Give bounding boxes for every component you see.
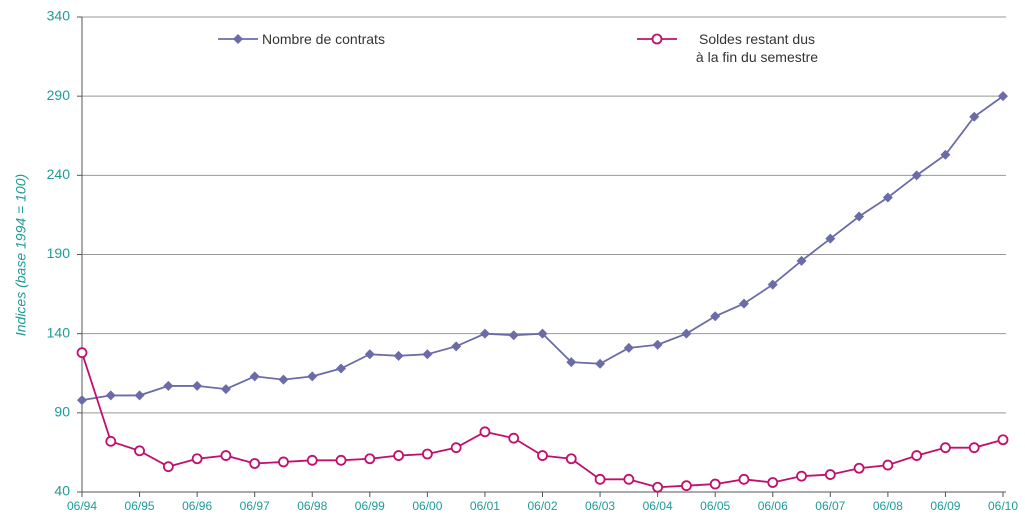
legend-label: Nombre de contrats — [262, 31, 385, 47]
point-marker — [537, 450, 548, 461]
x-tick-label: 06/96 — [182, 499, 212, 513]
point-marker — [710, 311, 721, 322]
point-marker — [220, 450, 232, 461]
point-marker — [76, 347, 88, 359]
x-tick-label: 06/03 — [585, 499, 615, 513]
point-marker — [940, 149, 951, 160]
x-tick-label: 06/99 — [355, 499, 385, 513]
point-marker — [796, 255, 807, 266]
point-marker — [738, 298, 749, 309]
point-marker — [450, 442, 462, 454]
series-line — [81, 352, 1004, 489]
point-marker — [882, 459, 894, 471]
point-marker — [422, 349, 433, 360]
point-marker — [393, 450, 404, 461]
point-marker — [393, 350, 404, 361]
point-marker — [997, 434, 1009, 446]
point-marker — [479, 328, 490, 339]
point-marker — [652, 339, 663, 350]
x-tick-label: 06/08 — [873, 499, 903, 513]
x-tick-label: 06/95 — [125, 499, 155, 513]
x-tick-label: 06/00 — [412, 499, 442, 513]
point-marker — [191, 453, 203, 465]
point-marker — [854, 211, 865, 222]
point-marker — [249, 371, 260, 382]
point-marker — [681, 328, 692, 339]
point-marker — [192, 380, 203, 391]
point-marker — [336, 363, 347, 374]
x-tick-label: 06/07 — [815, 499, 845, 513]
point-marker — [738, 473, 750, 485]
point-marker — [249, 458, 261, 469]
point-marker — [623, 473, 635, 485]
y-tick-label: 90 — [54, 404, 70, 420]
x-tick-label: 06/04 — [643, 499, 673, 513]
point-marker — [364, 453, 376, 465]
x-tick-label: 06/01 — [470, 499, 500, 513]
point-marker — [566, 357, 577, 368]
point-marker — [796, 470, 807, 482]
point-marker — [451, 341, 462, 352]
point-marker — [652, 481, 664, 493]
point-marker — [940, 442, 951, 454]
point-marker — [911, 170, 922, 181]
point-marker — [77, 395, 87, 406]
y-tick-label: 340 — [47, 8, 71, 24]
point-marker — [278, 374, 289, 385]
point-marker — [307, 371, 318, 382]
point-marker — [969, 111, 980, 122]
point-marker — [364, 349, 375, 360]
point-marker — [998, 91, 1008, 102]
point-marker — [508, 432, 520, 444]
point-marker — [335, 454, 347, 466]
legend-marker — [651, 33, 663, 45]
point-marker — [479, 426, 491, 438]
point-marker — [508, 330, 519, 341]
x-tick-label: 06/06 — [758, 499, 788, 513]
x-tick-label: 06/09 — [930, 499, 960, 513]
point-marker — [163, 380, 174, 391]
point-marker — [853, 462, 865, 474]
y-axis-label: Indices (base 1994 = 100) — [13, 174, 29, 336]
point-marker — [278, 456, 289, 468]
point-marker — [537, 328, 548, 339]
y-tick-label: 40 — [54, 483, 70, 499]
point-marker — [767, 279, 778, 290]
point-marker — [421, 448, 433, 460]
point-marker — [882, 192, 893, 203]
point-marker — [134, 445, 145, 457]
x-tick-label: 06/97 — [240, 499, 270, 513]
point-marker — [767, 477, 779, 488]
point-marker — [105, 435, 117, 447]
y-tick-label: 140 — [47, 324, 71, 340]
point-marker — [681, 480, 692, 492]
legend-marker — [233, 34, 243, 44]
y-tick-label: 290 — [47, 87, 71, 103]
point-marker — [825, 233, 836, 244]
x-tick-label: 06/02 — [527, 499, 557, 513]
y-tick-label: 240 — [47, 166, 71, 182]
point-marker — [911, 450, 923, 461]
point-marker — [565, 453, 577, 465]
x-tick-label: 06/05 — [700, 499, 730, 513]
point-marker — [220, 384, 231, 395]
x-tick-label: 06/10 — [988, 499, 1018, 513]
point-marker — [162, 461, 174, 473]
legend-label: Soldes restant dus à la fin du semestre — [695, 31, 819, 65]
point-marker — [134, 390, 145, 401]
series-line — [81, 95, 1004, 402]
x-tick-label: 06/94 — [67, 499, 97, 513]
point-marker — [709, 478, 721, 490]
x-tick-label: 06/98 — [297, 499, 327, 513]
point-marker — [824, 469, 836, 480]
point-marker — [594, 473, 606, 485]
point-marker — [105, 390, 116, 401]
point-marker — [306, 454, 318, 466]
y-tick-label: 190 — [47, 245, 71, 261]
point-marker — [968, 442, 980, 454]
point-marker — [595, 358, 606, 369]
point-marker — [623, 342, 634, 353]
